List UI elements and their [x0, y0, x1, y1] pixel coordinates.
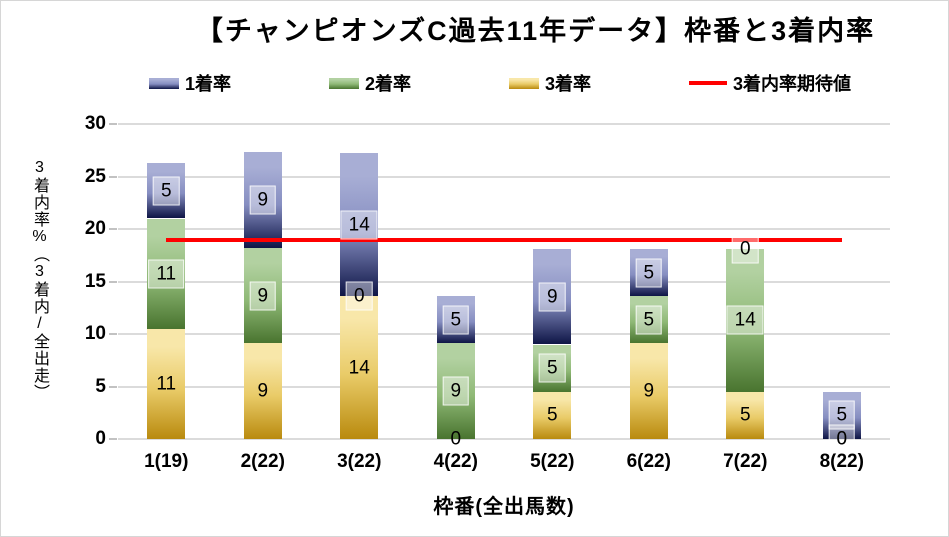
legend-swatch-third-rate-icon — [509, 77, 539, 89]
y-tick-label: 10 — [84, 323, 106, 344]
legend-swatch-expected-line-icon — [689, 81, 727, 85]
bar-segment-3着率 — [340, 296, 379, 439]
y-tick-mark — [109, 175, 117, 178]
data-label: 14 — [340, 210, 378, 240]
data-label: 5 — [635, 305, 663, 335]
x-tick-label: 7(22) — [723, 451, 768, 472]
gridline — [118, 228, 890, 230]
x-tick-label: 5(22) — [530, 451, 575, 472]
data-label: 9 — [249, 185, 277, 215]
bar-segment-3着率 — [147, 328, 186, 439]
data-label: 9 — [538, 282, 566, 312]
legend-swatch-win-rate-icon — [149, 77, 179, 89]
y-tick-mark — [109, 333, 117, 335]
gridline — [118, 280, 890, 283]
data-label: 11 — [156, 373, 177, 395]
data-label: 0 — [450, 428, 462, 450]
x-tick-label: 6(22) — [626, 451, 671, 472]
gridline — [118, 333, 890, 335]
bar-segment-3着率 — [629, 343, 668, 439]
data-label: 0 — [731, 234, 759, 264]
y-tick-label: 25 — [84, 165, 106, 187]
legend-label-win-rate: 1着率 — [185, 74, 232, 94]
data-label: 11 — [148, 259, 185, 289]
plot-area: 30 25 20 15 10 5 0 11 11 5 1(19) 9 9 9 2(22) 14 0 14 3(22)… — [85, 113, 890, 472]
bar-segment-2着率 — [147, 218, 186, 329]
data-label: 5 — [546, 404, 558, 426]
data-label: 9 — [257, 380, 269, 402]
legend-item-win-rate: 1着率 — [149, 69, 231, 97]
legend-item-third-rate: 3着率 — [509, 69, 591, 97]
expected-value-line — [166, 237, 842, 242]
legend-item-second-rate: 2着率 — [329, 69, 411, 97]
data-label: 0 — [345, 281, 373, 311]
chart-title: 【チャンピオンズC過去11年データ】枠番と3着内率 — [195, 16, 876, 46]
gridline — [118, 175, 890, 178]
gridline — [118, 123, 890, 125]
y-axis-title: 3着内率%（3着内/全出走） — [31, 159, 48, 401]
data-label: 14 — [726, 305, 764, 335]
legend-label-expected-line: 3着内率期待値 — [733, 74, 852, 94]
data-label: 0 — [836, 428, 848, 450]
y-tick-label: 30 — [84, 113, 106, 134]
y-tick-mark — [109, 123, 117, 125]
y-tick-label: 0 — [95, 428, 106, 449]
y-tick-label: 20 — [84, 218, 106, 239]
data-label: 5 — [442, 305, 470, 335]
bar-segment-1着率 — [340, 153, 379, 297]
gridline — [118, 385, 890, 388]
legend-label-second-rate: 2着率 — [365, 74, 412, 94]
data-label: 9 — [643, 380, 655, 402]
bar-segment-2着率 — [726, 248, 765, 392]
data-label: 5 — [538, 353, 566, 383]
x-tick-label: 8(22) — [819, 451, 864, 472]
y-tick-mark — [109, 228, 117, 230]
y-tick-mark — [109, 385, 117, 388]
bar-segment-3着率 — [243, 343, 282, 439]
data-label: 5 — [152, 176, 180, 206]
data-label: 5 — [739, 404, 751, 426]
data-label: 9 — [249, 281, 277, 311]
gridline — [118, 438, 890, 440]
data-label: 5 — [635, 258, 663, 288]
y-tick-mark — [109, 438, 117, 440]
data-label: 14 — [348, 357, 370, 379]
y-tick-mark — [109, 280, 117, 283]
legend-item-expected-line: 3着内率期待値 — [689, 69, 851, 97]
bar-segment-3着率 — [726, 391, 765, 439]
x-tick-label: 3(22) — [337, 451, 382, 472]
bar-segment-3着率 — [533, 391, 572, 439]
x-tick-label: 1(19) — [144, 451, 189, 472]
data-label: 5 — [828, 400, 856, 430]
x-axis-title: 枠番(全出馬数) — [433, 496, 575, 518]
legend: 1着率 2着率 3着率 3着内率期待値 — [1, 69, 948, 97]
x-tick-label: 4(22) — [433, 451, 478, 472]
x-tick-label: 2(22) — [240, 451, 285, 472]
y-tick-label: 15 — [84, 270, 106, 292]
y-tick-label: 5 — [95, 375, 106, 397]
legend-swatch-second-rate-icon — [329, 77, 359, 89]
data-label: 9 — [442, 376, 470, 406]
legend-label-third-rate: 3着率 — [545, 74, 592, 94]
